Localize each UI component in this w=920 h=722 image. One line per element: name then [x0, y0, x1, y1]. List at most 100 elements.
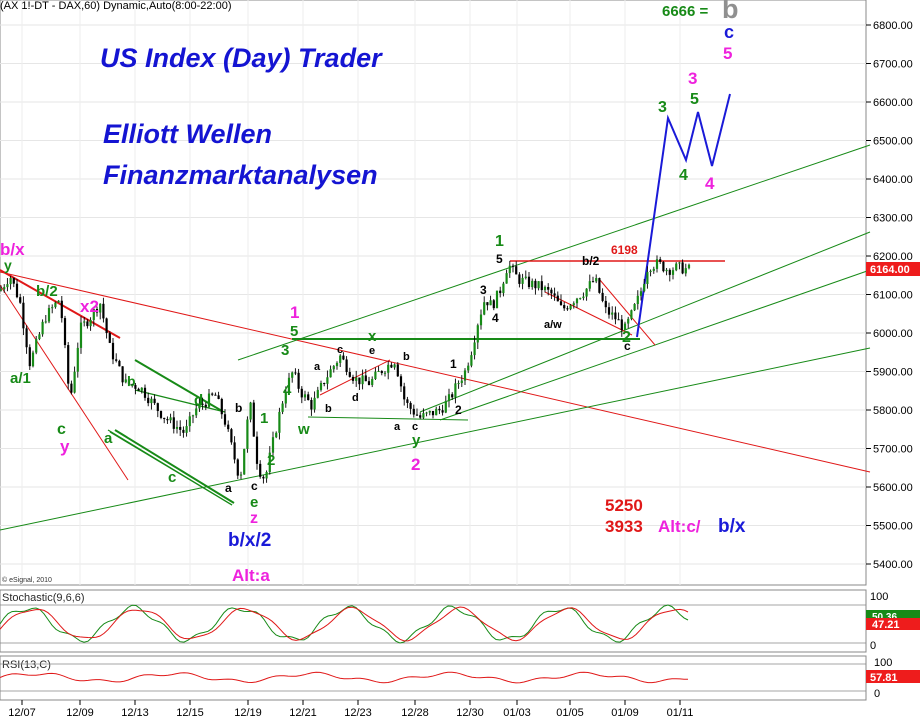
- chart-header: (AX 1!-DT - DAX,60) Dynamic,Auto(8:00-22…: [0, 0, 232, 12]
- candle-body: [531, 280, 534, 288]
- wave-label: d: [352, 392, 359, 404]
- candle-body: [511, 265, 515, 267]
- candle-body: [217, 395, 220, 399]
- candle-body: [163, 417, 166, 420]
- candle-body: [239, 474, 243, 476]
- wave-label: b: [127, 373, 136, 389]
- candle-body: [319, 383, 323, 390]
- candle-body: [665, 269, 668, 272]
- date-tick-label: 01/05: [556, 707, 584, 719]
- wave-label: 3: [658, 99, 667, 116]
- candle-body: [483, 302, 486, 315]
- wave-label: 4: [679, 167, 688, 184]
- candle-body: [470, 355, 473, 366]
- price-tick-label: 6600.00: [873, 97, 913, 109]
- candle-body: [12, 277, 15, 284]
- candle-body: [291, 372, 294, 378]
- candle-body: [76, 347, 79, 372]
- rsi-line: [0, 671, 689, 684]
- candle-body: [454, 383, 457, 398]
- wave-label: w: [297, 421, 310, 438]
- candle-body: [652, 268, 655, 271]
- wave-label: c: [168, 469, 176, 486]
- wave-label: 3: [281, 342, 289, 359]
- wave-label: c: [412, 421, 418, 433]
- candle-body: [28, 347, 31, 367]
- rsi-tag: [866, 670, 920, 683]
- candle-body: [259, 463, 262, 477]
- wave-label: 5: [723, 44, 732, 63]
- candle-body: [307, 394, 310, 401]
- candle-body: [646, 272, 649, 285]
- candle-body: [207, 393, 211, 407]
- candle-body: [287, 377, 291, 393]
- candle-body: [6, 284, 9, 288]
- candle-body: [569, 305, 572, 310]
- candle-body: [169, 417, 172, 421]
- candle-body: [51, 307, 54, 309]
- last-price-value: 6164.00: [870, 264, 910, 276]
- candle-body: [44, 321, 47, 323]
- candle-body: [521, 277, 524, 284]
- candle-body: [377, 371, 380, 373]
- stochastic-tick-0: 0: [870, 640, 876, 652]
- price-tick-label: 5400.00: [873, 559, 913, 571]
- candle-body: [214, 394, 217, 396]
- wave-label: 1: [450, 357, 457, 371]
- candle-body: [220, 398, 223, 415]
- candle-body: [303, 394, 307, 398]
- wave-label: y: [412, 432, 421, 449]
- candle-body: [444, 400, 447, 413]
- stochastic-d-tag: [866, 618, 920, 630]
- candle-body: [25, 328, 28, 348]
- price-tick-label: 6100.00: [873, 290, 913, 302]
- candle-body: [579, 298, 582, 300]
- candle-body: [358, 377, 361, 385]
- candle-body: [175, 426, 179, 429]
- candle-body: [38, 334, 41, 340]
- wave-label: 2: [411, 455, 420, 474]
- candle-body: [339, 355, 342, 363]
- wave-label: 6198: [611, 243, 638, 257]
- candle-body: [284, 392, 287, 404]
- wave-label: 3: [480, 283, 487, 297]
- wave-label: x2: [80, 297, 99, 316]
- candle-body: [457, 383, 460, 385]
- candle-body: [3, 287, 6, 290]
- wave-label: c: [251, 479, 258, 493]
- candle-body: [172, 417, 175, 429]
- wave-label: a: [104, 430, 113, 447]
- candle-body: [99, 303, 102, 313]
- candle-body: [79, 322, 83, 348]
- wave-label: a: [314, 361, 321, 373]
- wave-label: b/2: [36, 283, 58, 300]
- candle-body: [614, 312, 617, 320]
- stochastic-d-value: 47.21: [872, 619, 900, 631]
- candle-body: [351, 376, 355, 381]
- candle-body: [31, 352, 35, 367]
- date-tick-label: 01/09: [611, 707, 639, 719]
- candle-body: [86, 321, 89, 327]
- candle-body: [243, 448, 246, 475]
- candle-body: [575, 298, 579, 304]
- candle-body: [127, 379, 131, 385]
- candle-body: [607, 307, 611, 315]
- candle-body: [105, 318, 108, 334]
- candle-body: [515, 266, 518, 275]
- candle-body: [108, 333, 111, 343]
- price-tick-label: 5600.00: [873, 482, 913, 494]
- trend-lines: [0, 93, 871, 531]
- candle-body: [134, 385, 137, 389]
- stochastic-k-value: 50.36: [872, 612, 897, 623]
- candle-body: [598, 278, 601, 293]
- rsi-value: 57.81: [870, 672, 898, 684]
- candle-body: [198, 403, 201, 409]
- date-tick-label: 12/07: [8, 707, 36, 719]
- candle-body: [73, 371, 76, 393]
- candle-body: [179, 426, 182, 430]
- wave-label: 1: [495, 233, 504, 250]
- candle-body: [419, 415, 422, 418]
- candle-body: [281, 403, 284, 412]
- candle-body: [633, 304, 636, 311]
